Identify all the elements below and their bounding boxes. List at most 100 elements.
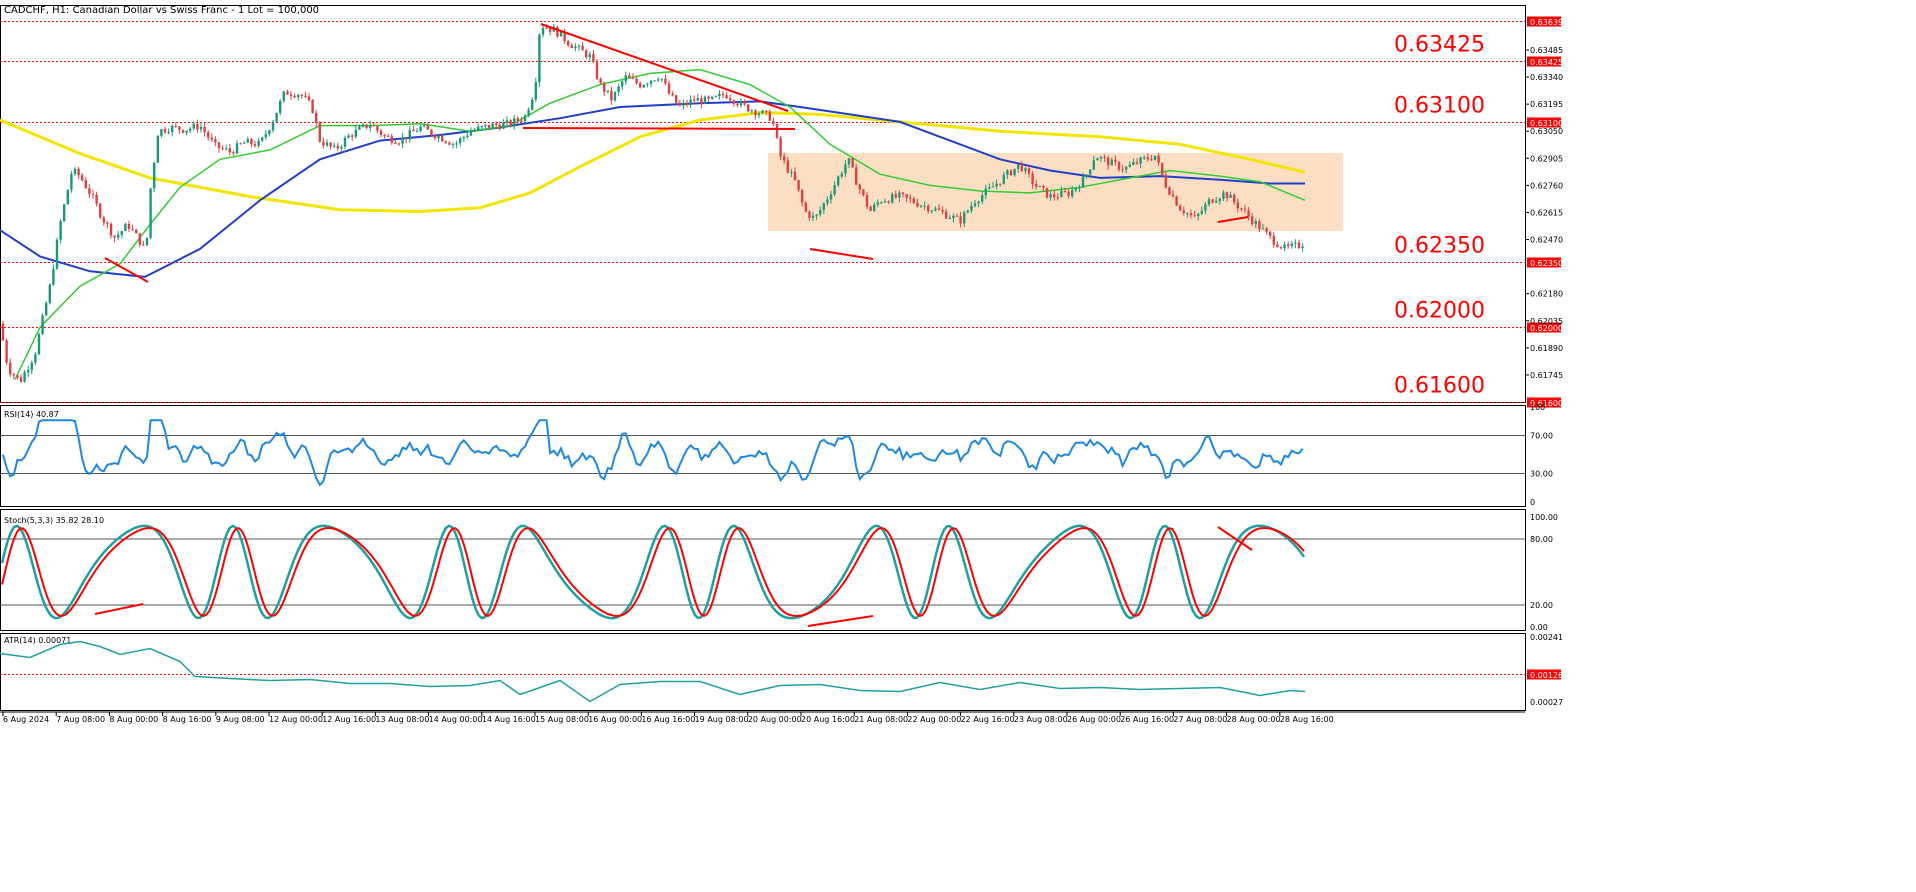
- candle-body: [1261, 228, 1265, 230]
- candle-body: [282, 91, 285, 102]
- stochastic-panel: Stoch(5,3,3) 35.82 28.10 100.00 80.00 20.00…: [0, 513, 1558, 632]
- candle-body: [336, 145, 339, 149]
- candle-body: [1301, 246, 1304, 249]
- candle-body: [340, 146, 343, 149]
- x-tick-label: 14 Aug 00:00: [429, 715, 483, 724]
- candle-body: [1287, 244, 1290, 246]
- candle-body: [171, 125, 174, 133]
- candle-body: [1265, 228, 1268, 232]
- candle-body: [898, 192, 901, 198]
- price-axis: 0.63639 0.63425 0.63100 0.62350 0.62000 0.616…: [1525, 16, 1563, 408]
- x-tick-label: 16 Aug 00:00: [588, 715, 642, 724]
- candle-body: [423, 125, 426, 127]
- candle-body: [901, 192, 905, 195]
- candle-body: [919, 205, 923, 207]
- candle-body: [1128, 164, 1131, 167]
- y-tick-label: 0.62180: [1530, 290, 1563, 299]
- x-tick-label: 8 Aug 00:00: [109, 715, 158, 724]
- candle-body: [790, 171, 793, 173]
- candle-body: [765, 110, 768, 112]
- candle-body: [433, 134, 437, 139]
- level-annotations: 0.63425 0.63100 0.62350 0.62000 0.61600: [1394, 33, 1485, 399]
- candle-body: [592, 54, 595, 63]
- candle-body: [1135, 162, 1139, 164]
- candle-body: [603, 82, 606, 92]
- candle-body: [322, 141, 325, 146]
- candle-body: [653, 80, 656, 82]
- level-tag-label: 0.62350: [1530, 259, 1563, 268]
- consolidation-zone: [768, 153, 1343, 231]
- level-big-label: 0.61600: [1394, 374, 1485, 399]
- candle-body: [1225, 192, 1229, 198]
- candle-body: [279, 101, 282, 113]
- candle-body: [660, 78, 663, 80]
- candle-body: [441, 135, 444, 142]
- candle-body: [192, 123, 195, 129]
- candle-body: [646, 83, 649, 85]
- candle-body: [261, 137, 264, 141]
- candle-body: [563, 31, 566, 42]
- candle-body: [523, 115, 527, 121]
- candle-body: [149, 188, 152, 238]
- candle-body: [383, 134, 386, 136]
- candle-body: [1294, 242, 1297, 244]
- candle-body: [1125, 166, 1128, 170]
- candle-body: [91, 194, 95, 196]
- candle-body: [1146, 157, 1149, 160]
- candle-body: [23, 372, 26, 382]
- rsi-label: RSI(14) 40.87: [4, 410, 59, 419]
- stoch-tick-label: 0.00: [1530, 623, 1548, 632]
- x-tick-label: 12 Aug 00:00: [269, 715, 323, 724]
- candle-body: [325, 142, 329, 146]
- candle-body: [502, 122, 505, 129]
- candle-body: [84, 180, 87, 189]
- candle-body: [703, 96, 707, 104]
- candle-body: [729, 98, 732, 101]
- level-tag-label: 0.63100: [1530, 119, 1563, 128]
- candle-body: [48, 284, 51, 303]
- candle-body: [747, 104, 750, 112]
- candle-body: [138, 233, 141, 245]
- y-tick-label: 0.61745: [1530, 371, 1563, 380]
- candle-body: [671, 93, 674, 96]
- candle-body: [682, 102, 685, 106]
- candle-body: [534, 82, 537, 100]
- candle-body: [833, 185, 836, 195]
- candle-body: [714, 95, 717, 97]
- panel-frames: [0, 5, 1526, 713]
- trendline: [809, 248, 874, 260]
- x-tick-label: 20 Aug 00:00: [748, 715, 802, 724]
- candle-body: [545, 28, 548, 30]
- candle-body: [419, 126, 422, 132]
- candle-body: [955, 215, 959, 217]
- ma-slow-line: [0, 111, 1306, 214]
- candle-body: [459, 138, 462, 144]
- candle-body: [99, 203, 102, 218]
- candle-body: [610, 90, 613, 101]
- candle-body: [304, 95, 307, 97]
- candle-body: [412, 130, 415, 132]
- x-tick-label: 6 Aug 2024: [3, 715, 49, 724]
- candle-body: [837, 176, 840, 186]
- candle-body: [1081, 176, 1085, 188]
- candle-body: [1121, 169, 1124, 171]
- candle-body: [973, 203, 977, 206]
- x-tick-label: 8 Aug 16:00: [163, 715, 212, 724]
- candle-body: [30, 362, 33, 370]
- candle-body: [66, 189, 69, 205]
- level-tag: [1527, 117, 1561, 128]
- candle-body: [509, 120, 512, 126]
- y-tick-label: 0.62905: [1530, 154, 1563, 163]
- candle-body: [948, 218, 951, 220]
- level-tag-label: 0.61600: [1530, 399, 1563, 408]
- candle-body: [16, 375, 19, 378]
- x-tick-label: 20 Aug 16:00: [801, 715, 855, 724]
- candle-body: [300, 94, 303, 96]
- candle-body: [221, 148, 224, 150]
- candle-body: [45, 302, 48, 316]
- candle-body: [941, 209, 944, 212]
- candle-body: [912, 198, 915, 204]
- candle-body: [484, 124, 487, 127]
